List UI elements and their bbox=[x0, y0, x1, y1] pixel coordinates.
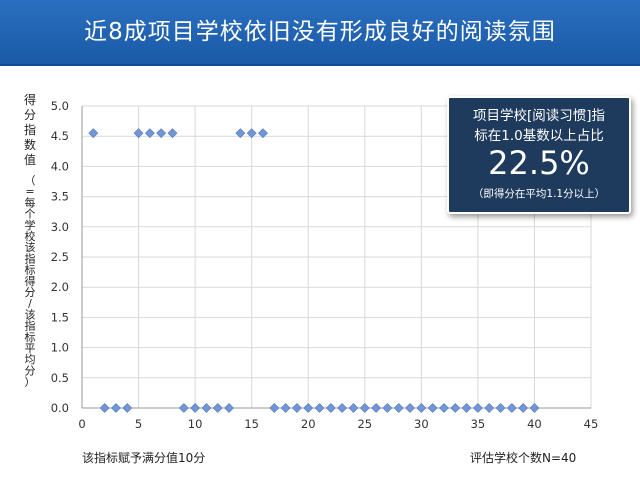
y-sublabel-char: 分 bbox=[25, 364, 36, 377]
y-sublabel-char: / bbox=[28, 297, 32, 310]
callout-percentage: 22.5% bbox=[488, 144, 590, 182]
y-sublabel-char: 平 bbox=[25, 342, 36, 355]
data-point bbox=[156, 128, 167, 139]
highlight-callout: 项目学校[阅读习惯]指 标在1.0基数以上占比 22.5% （即得分在平均1.1… bbox=[447, 96, 631, 214]
data-point bbox=[269, 403, 280, 413]
data-point bbox=[314, 403, 325, 413]
y-tick-label: 3.0 bbox=[51, 220, 69, 234]
data-point bbox=[224, 403, 234, 413]
data-point bbox=[506, 403, 517, 413]
data-point bbox=[235, 128, 246, 139]
data-point bbox=[439, 403, 449, 413]
x-tick-label: 15 bbox=[244, 417, 259, 431]
y-sublabel-char: 该 bbox=[25, 307, 36, 321]
y-sublabel-char: 个 bbox=[25, 208, 36, 221]
data-point bbox=[99, 403, 110, 413]
data-point bbox=[122, 403, 133, 413]
y-tick-label: 5.0 bbox=[51, 99, 69, 113]
data-point bbox=[461, 403, 472, 413]
y-sublabel-char: （ bbox=[25, 174, 36, 187]
data-point bbox=[258, 128, 268, 139]
x-tick-label: 30 bbox=[414, 417, 429, 431]
y-tick-label: 3.5 bbox=[51, 190, 69, 204]
x-tick-label: 35 bbox=[471, 417, 486, 431]
data-point bbox=[416, 403, 427, 413]
x-tick-label: 5 bbox=[135, 417, 142, 431]
y-sublabel-char: 学 bbox=[25, 218, 36, 232]
y-label-char: 值 bbox=[24, 152, 36, 167]
y-tick-label: 1.0 bbox=[51, 341, 69, 355]
data-point bbox=[178, 403, 189, 413]
x-tick-label: 10 bbox=[188, 417, 203, 431]
y-label-char: 得 bbox=[24, 92, 36, 107]
data-point bbox=[280, 403, 291, 413]
x-tick-label: 0 bbox=[78, 417, 85, 431]
callout-line-2: 标在1.0基数以上占比 bbox=[474, 128, 604, 144]
y-tick-label: 1.5 bbox=[51, 310, 69, 324]
data-point bbox=[88, 128, 99, 139]
data-point bbox=[133, 128, 144, 139]
data-point bbox=[472, 403, 483, 413]
page-title: 近8成项目学校依旧没有形成良好的阅读氛围 bbox=[84, 19, 556, 45]
x-tick-label: 25 bbox=[357, 417, 372, 431]
y-tick-label: 2.5 bbox=[51, 250, 69, 264]
data-point bbox=[371, 403, 382, 413]
data-point bbox=[427, 403, 438, 413]
y-sublabel-char: 每 bbox=[25, 195, 36, 209]
data-point bbox=[495, 403, 506, 413]
y-sublabel-char: 指 bbox=[25, 319, 36, 333]
y-tick-label: 2.0 bbox=[51, 280, 69, 294]
y-sublabel-char: 标 bbox=[25, 330, 36, 344]
callout-note: （即得分在平均1.1分以上） bbox=[472, 188, 606, 200]
tick-labels: 0.0 0.5 1.0 1.5 2.0 2.5 3.0 3.5 4.0 4.5 5.0 0 5 10 15 2… bbox=[51, 99, 599, 431]
data-point bbox=[450, 403, 461, 413]
y-sublabel-char: 校 bbox=[25, 229, 36, 243]
y-sublabel-char: 标 bbox=[25, 263, 36, 277]
axes bbox=[81, 106, 591, 409]
y-tick-label: 4.5 bbox=[51, 129, 69, 143]
data-point bbox=[529, 403, 540, 413]
y-sublabel-char: 指 bbox=[25, 251, 36, 265]
x-tick-label: 40 bbox=[527, 417, 542, 431]
sample-size-note: 评估学校个数N=40 bbox=[470, 451, 577, 465]
data-point bbox=[212, 403, 223, 413]
data-point bbox=[484, 403, 495, 413]
data-point bbox=[382, 403, 393, 413]
data-point bbox=[201, 403, 212, 413]
data-point bbox=[325, 403, 336, 413]
y-sublabel-char: 均 bbox=[25, 353, 36, 366]
data-point bbox=[518, 403, 529, 413]
y-sublabel-char: 得 bbox=[25, 275, 36, 288]
full-score-note: 该指标赋予满分值10分 bbox=[82, 451, 206, 465]
y-label-char: 数 bbox=[24, 137, 36, 152]
data-point bbox=[246, 128, 257, 139]
data-point bbox=[111, 403, 121, 413]
y-sublabel-char: = bbox=[25, 185, 34, 198]
y-label-char: 分 bbox=[24, 108, 36, 122]
callout-line-1: 项目学校[阅读习惯]指 bbox=[472, 108, 606, 124]
y-tick-label: 0.5 bbox=[51, 371, 69, 385]
data-point bbox=[190, 403, 201, 413]
y-tick-label: 0.0 bbox=[51, 401, 69, 415]
data-point bbox=[303, 403, 314, 413]
y-sublabel-char: ） bbox=[25, 376, 36, 389]
data-point bbox=[291, 403, 302, 413]
y-sublabel-char: 该 bbox=[25, 240, 36, 254]
y-tick-label: 4.0 bbox=[51, 159, 69, 173]
data-point bbox=[359, 403, 370, 413]
data-point bbox=[167, 128, 178, 139]
data-point bbox=[144, 128, 155, 139]
y-label-char: 指 bbox=[24, 122, 36, 137]
data-point bbox=[348, 403, 359, 413]
data-point bbox=[405, 403, 415, 413]
x-tick-label: 45 bbox=[584, 417, 599, 431]
data-points bbox=[88, 128, 540, 413]
data-point bbox=[337, 403, 348, 413]
data-point bbox=[393, 403, 404, 413]
y-sublabel-char: 分 bbox=[25, 286, 36, 299]
x-tick-label: 20 bbox=[301, 417, 316, 431]
title-bar bbox=[0, 0, 640, 66]
